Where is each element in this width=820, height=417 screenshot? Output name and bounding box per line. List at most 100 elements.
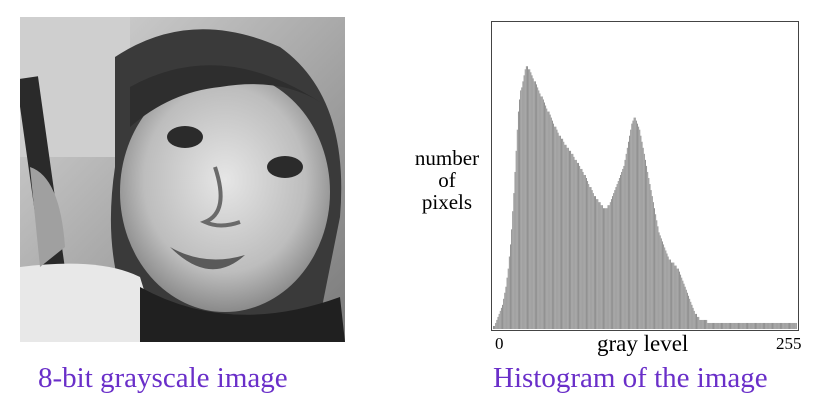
histogram-bar: [557, 132, 559, 329]
histogram-bar: [683, 283, 685, 329]
histogram-bar: [493, 325, 494, 329]
histogram-bar: [615, 187, 617, 329]
histogram-bar: [708, 322, 710, 329]
histogram-bar: [793, 322, 795, 329]
histogram-bar: [760, 322, 762, 329]
histogram-bar: [620, 174, 621, 329]
histogram-bar: [541, 96, 543, 330]
histogram-bar: [497, 316, 499, 329]
histogram-bar: [710, 322, 712, 329]
histogram-bar: [633, 117, 635, 329]
histogram-bar: [621, 171, 623, 329]
histogram-bar: [657, 226, 659, 329]
histogram-bar: [706, 319, 708, 329]
histogram-bar: [662, 241, 663, 329]
histogram-bar: [638, 126, 640, 329]
histogram-bar: [795, 322, 797, 329]
histogram-bar: [614, 190, 616, 329]
histogram-bar: [715, 322, 717, 329]
histogram-bar: [635, 120, 637, 330]
histogram-bar: [605, 208, 607, 329]
y-axis-label-line-1: number: [414, 146, 480, 170]
histogram-bar: [579, 165, 581, 329]
histogram-bar: [642, 147, 644, 329]
histogram-bar: [582, 171, 584, 329]
histogram-bar: [572, 153, 574, 329]
histogram-bar: [736, 322, 738, 329]
histogram-bar: [649, 184, 651, 329]
histogram-bar: [503, 298, 505, 329]
histogram-bar: [723, 322, 725, 329]
histogram-bar: [631, 123, 633, 329]
histogram-bar: [569, 150, 570, 329]
histogram-bar: [499, 310, 501, 329]
histogram-bar: [775, 322, 777, 329]
histogram-bar: [659, 235, 661, 329]
histogram-bar: [521, 87, 523, 330]
histogram-bar: [742, 322, 744, 329]
histogram-bar: [533, 81, 535, 329]
histogram-bar: [592, 193, 594, 329]
histogram-bar: [756, 322, 758, 329]
histogram-bar: [494, 325, 496, 329]
histogram-bar: [718, 322, 720, 329]
histogram-bar: [768, 322, 770, 329]
histogram-bar: [630, 129, 632, 329]
histogram-bar: [600, 205, 602, 329]
histogram-bar: [701, 319, 703, 329]
histogram-bar: [536, 84, 538, 329]
histogram-bar: [673, 262, 675, 329]
histogram-bar: [549, 114, 551, 329]
histogram-chart: [491, 21, 799, 331]
histogram-bar: [693, 310, 695, 329]
histogram-bar: [562, 138, 564, 329]
histogram-bar: [761, 322, 763, 329]
histogram-bar: [782, 322, 784, 329]
histogram-bar: [750, 322, 752, 329]
histogram-bar: [719, 322, 721, 329]
histogram-bar: [728, 322, 730, 329]
histogram-bar: [726, 322, 728, 329]
histogram-bar: [672, 262, 674, 329]
histogram-bar: [573, 156, 575, 329]
histogram-bar: [513, 193, 515, 329]
histogram-bar: [647, 171, 649, 329]
histogram-bar: [709, 322, 711, 329]
histogram-bar: [504, 292, 506, 329]
histogram-bar: [632, 120, 634, 330]
histogram-bar: [730, 322, 731, 329]
histogram-bar: [542, 99, 544, 329]
histogram-bar: [627, 141, 629, 329]
histogram-bar: [666, 253, 668, 329]
histogram-bar: [646, 165, 648, 329]
histogram-bar: [643, 153, 645, 329]
photo-caption: 8-bit grayscale image: [38, 362, 288, 394]
histogram-bar: [641, 141, 643, 329]
histogram-bar: [623, 165, 625, 329]
histogram-bar: [664, 247, 666, 329]
histogram-bar: [578, 162, 579, 329]
histogram-bar: [634, 117, 636, 329]
histogram-bar: [713, 322, 714, 329]
histogram-bar: [645, 159, 646, 329]
histogram-bar: [566, 147, 568, 329]
x-axis-label: gray level: [597, 331, 689, 356]
histogram-bar: [739, 322, 741, 329]
histogram-bar: [556, 129, 558, 329]
histogram-bar: [534, 81, 536, 329]
histogram-bar: [689, 298, 691, 329]
histogram-bar: [624, 159, 626, 329]
histogram-bar: [743, 322, 745, 329]
histogram-bar: [777, 322, 779, 329]
histogram-bar: [740, 322, 742, 329]
plot-frame: [491, 21, 799, 331]
histogram-bar: [691, 304, 693, 329]
histogram-bar: [559, 135, 561, 329]
histogram-bar: [530, 72, 532, 330]
histogram-bar: [637, 123, 638, 329]
histogram-bar: [685, 289, 687, 329]
histogram-bar: [753, 322, 755, 329]
histogram-bar: [778, 322, 780, 329]
histogram-bar: [764, 322, 766, 329]
histogram-bar: [540, 96, 542, 330]
